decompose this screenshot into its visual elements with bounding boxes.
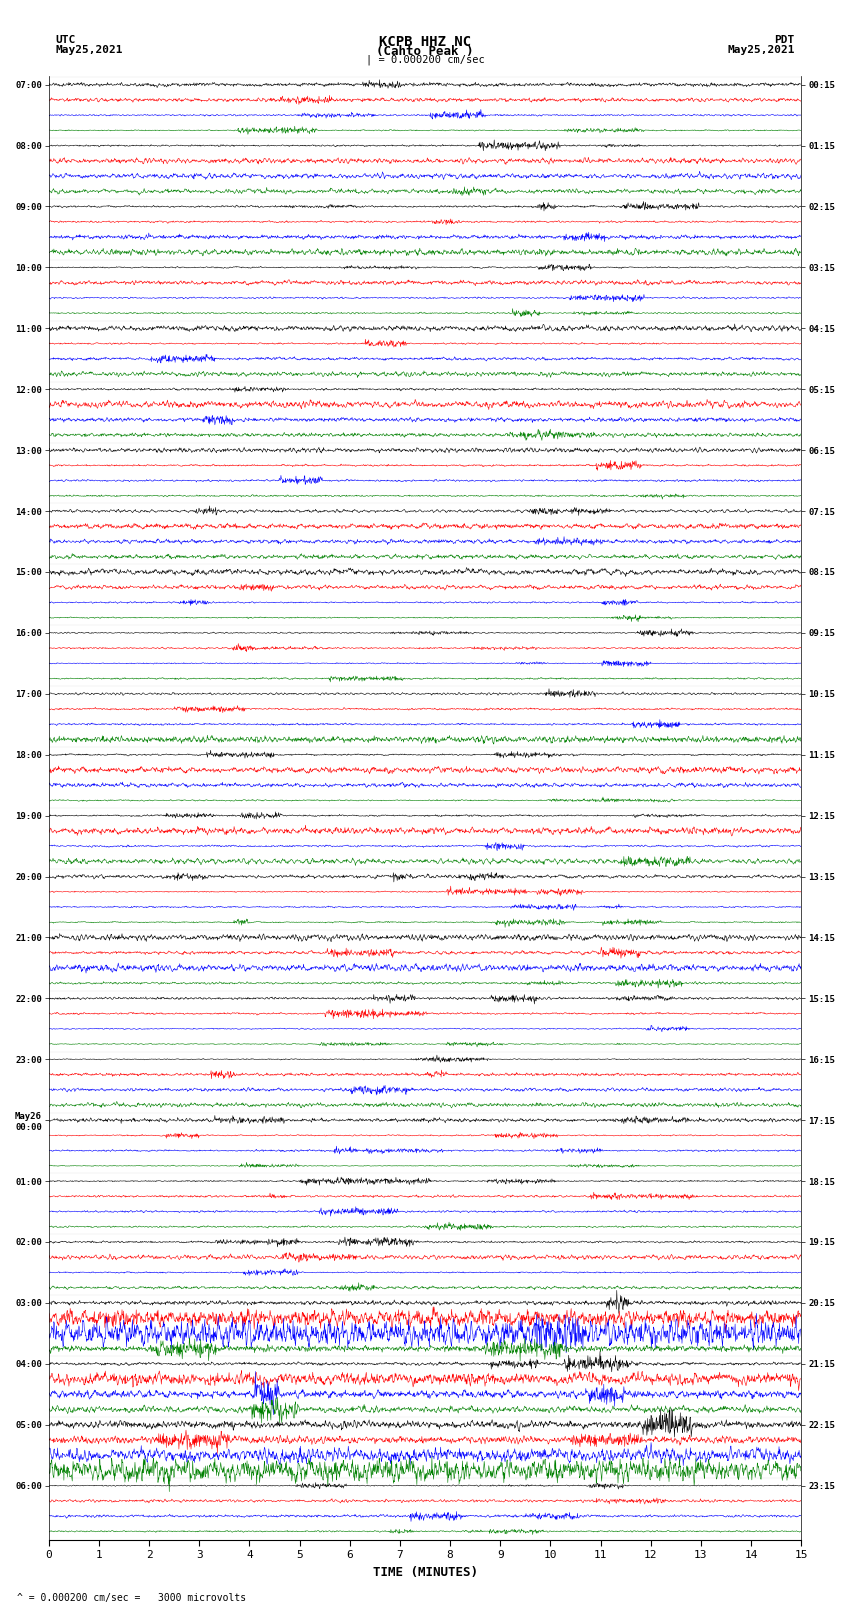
Text: (Cahto Peak ): (Cahto Peak )	[377, 45, 473, 58]
Text: | = 0.000200 cm/sec: | = 0.000200 cm/sec	[366, 55, 484, 66]
Text: PDT: PDT	[774, 35, 795, 45]
X-axis label: TIME (MINUTES): TIME (MINUTES)	[372, 1566, 478, 1579]
Text: UTC: UTC	[55, 35, 76, 45]
Text: KCPB HHZ NC: KCPB HHZ NC	[379, 35, 471, 50]
Text: ^ = 0.000200 cm/sec =   3000 microvolts: ^ = 0.000200 cm/sec = 3000 microvolts	[17, 1594, 246, 1603]
Text: May25,2021: May25,2021	[55, 45, 122, 55]
Text: May25,2021: May25,2021	[728, 45, 795, 55]
